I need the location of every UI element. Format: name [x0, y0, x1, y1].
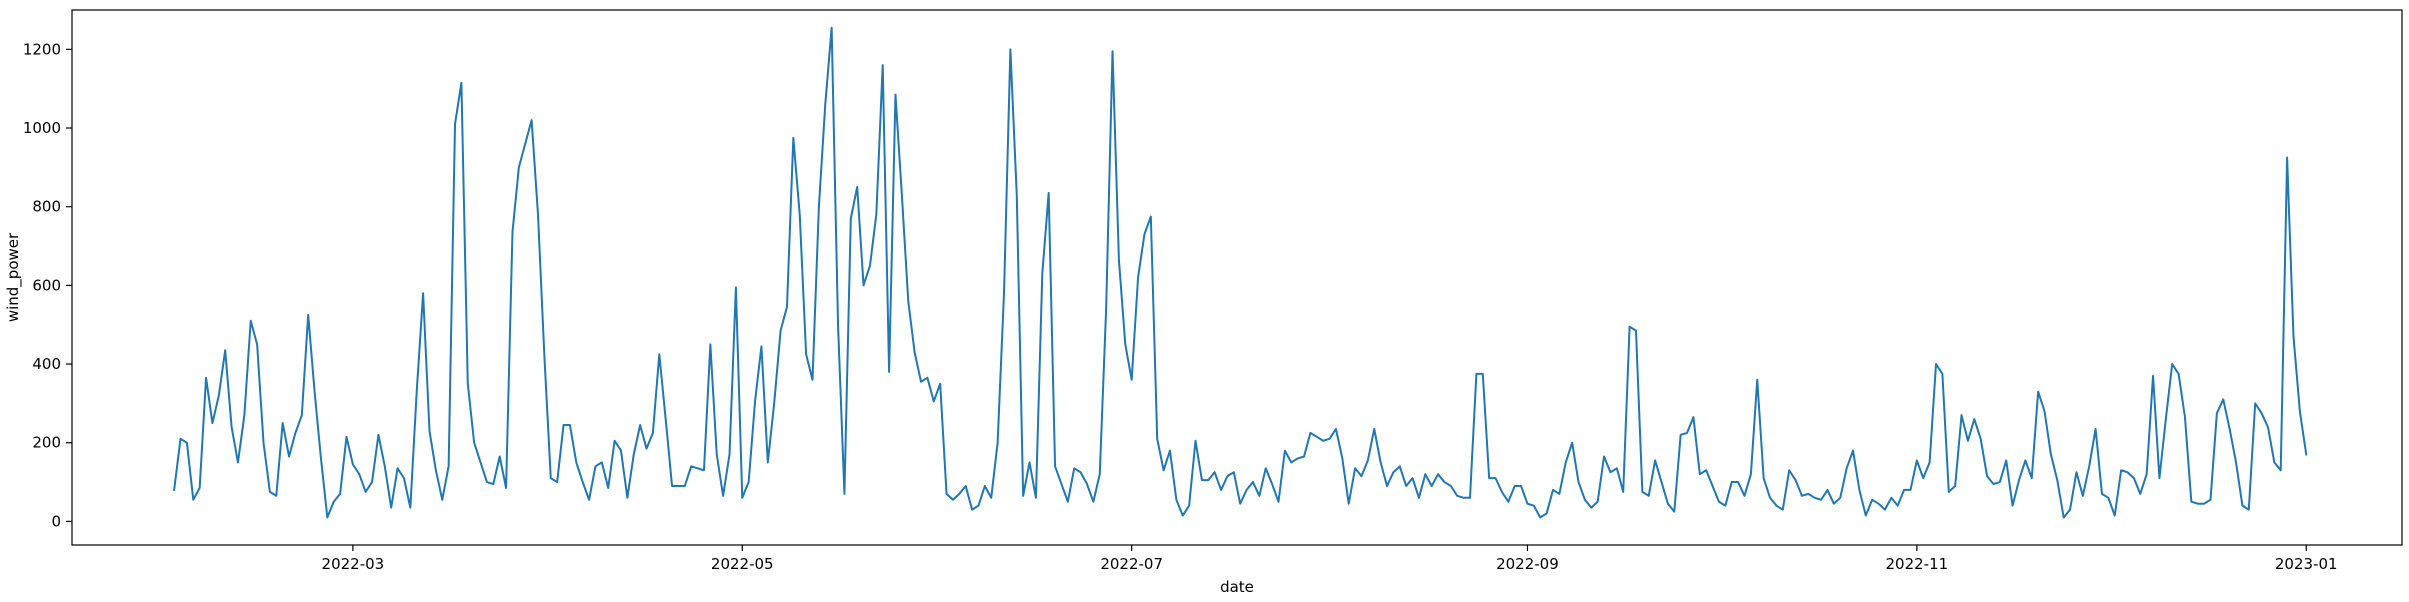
- y-tick-label: 600: [32, 276, 61, 294]
- x-tick-label: 2022-05: [711, 555, 774, 573]
- plot-frame: [71, 9, 2403, 546]
- plot-area: [71, 9, 2403, 546]
- x-tick-label: 2022-07: [1100, 555, 1163, 573]
- x-tick-label: 2023-01: [2275, 555, 2338, 573]
- x-tick-label: 2022-03: [322, 555, 385, 573]
- y-tick-label: 800: [32, 198, 61, 216]
- y-axis-ticks: 0 200 400 600 800 1000 1200: [23, 40, 72, 530]
- y-tick-label: 0: [51, 512, 61, 530]
- y-tick-label: 1200: [23, 40, 61, 58]
- y-tick-label: 200: [32, 434, 61, 452]
- y-tick-label: 1000: [23, 119, 61, 137]
- y-axis-label: wind_power: [4, 232, 23, 322]
- x-axis-label: date: [1220, 578, 1254, 596]
- x-axis-ticks: 2022-03 2022-05 2022-07 2022-09 2022-11 2023-…: [322, 545, 2338, 573]
- y-tick-label: 400: [32, 355, 61, 373]
- series-line-0: [173, 26, 2308, 519]
- x-tick-label: 2022-09: [1496, 555, 1559, 573]
- x-tick-label: 2022-11: [1886, 555, 1949, 573]
